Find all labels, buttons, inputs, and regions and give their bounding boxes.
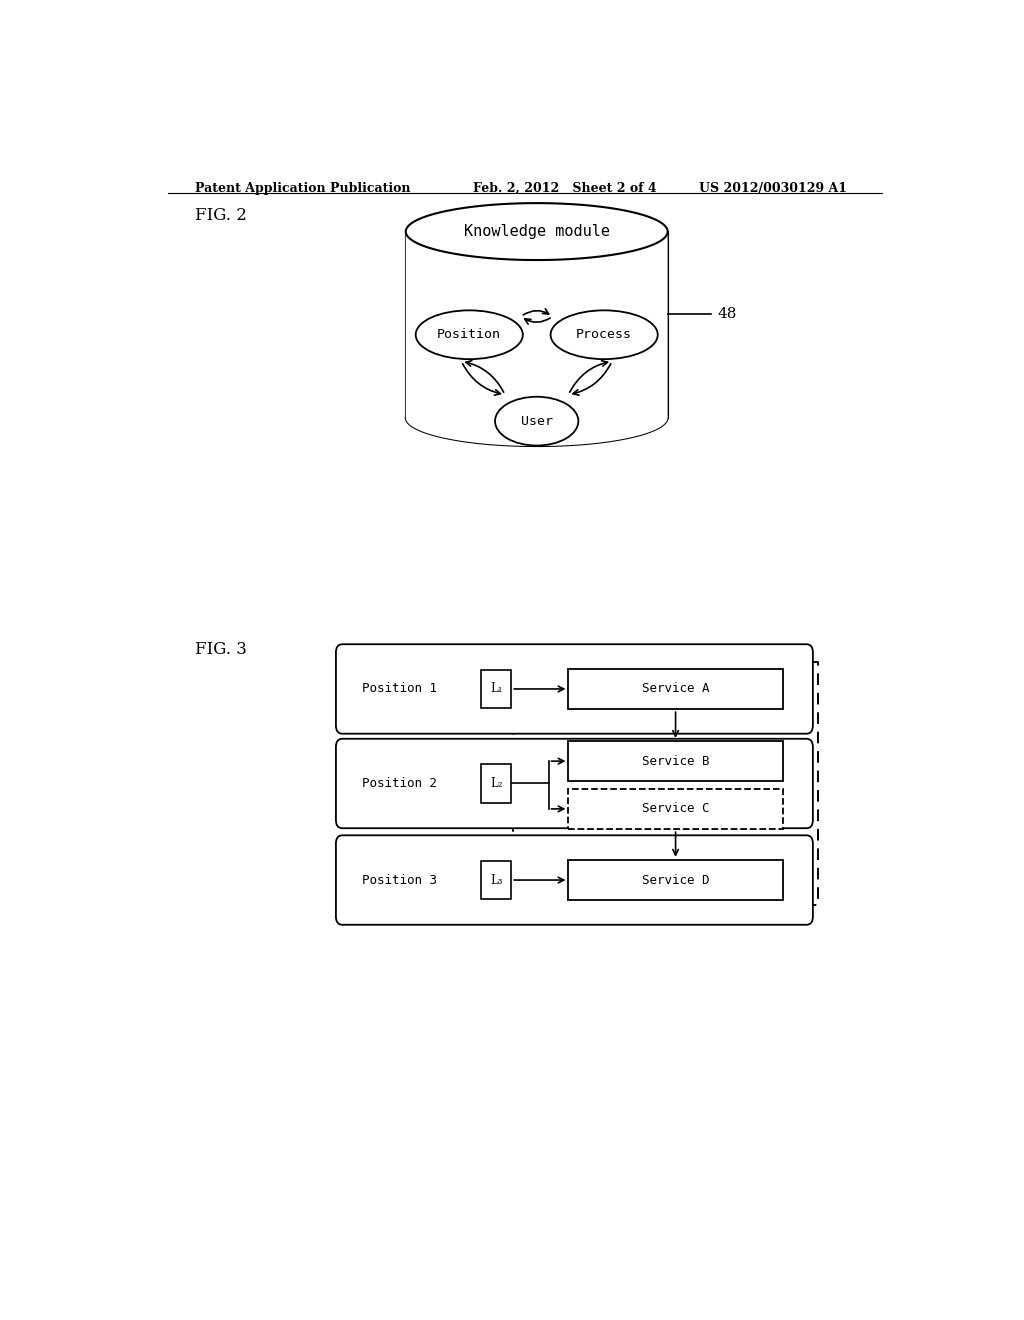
FancyBboxPatch shape bbox=[568, 788, 782, 829]
Text: Service B: Service B bbox=[642, 755, 710, 768]
Text: US 2012/0030129 A1: US 2012/0030129 A1 bbox=[699, 182, 848, 195]
Text: FIG. 2: FIG. 2 bbox=[196, 207, 248, 224]
Text: FIG. 3: FIG. 3 bbox=[196, 642, 248, 659]
Text: Service A: Service A bbox=[642, 682, 710, 696]
FancyBboxPatch shape bbox=[568, 741, 782, 781]
Polygon shape bbox=[406, 203, 668, 446]
Text: Knowledge module: Knowledge module bbox=[464, 224, 609, 239]
Ellipse shape bbox=[416, 310, 523, 359]
FancyBboxPatch shape bbox=[568, 859, 782, 900]
Ellipse shape bbox=[495, 397, 579, 446]
Text: L₂: L₂ bbox=[489, 777, 503, 789]
Text: L₁: L₁ bbox=[489, 682, 503, 696]
Text: 48: 48 bbox=[718, 308, 737, 321]
Text: Position 2: Position 2 bbox=[362, 777, 437, 789]
FancyBboxPatch shape bbox=[481, 669, 511, 709]
Polygon shape bbox=[406, 203, 668, 260]
Text: Position: Position bbox=[437, 329, 502, 342]
Ellipse shape bbox=[551, 310, 657, 359]
Text: Position 1: Position 1 bbox=[362, 682, 437, 696]
Text: Service D: Service D bbox=[642, 874, 710, 887]
FancyBboxPatch shape bbox=[336, 836, 813, 925]
FancyBboxPatch shape bbox=[336, 644, 813, 734]
Text: Process: Process bbox=[577, 329, 632, 342]
Text: L₃: L₃ bbox=[489, 874, 503, 887]
Text: User: User bbox=[520, 414, 553, 428]
FancyBboxPatch shape bbox=[336, 739, 813, 828]
Text: Service C: Service C bbox=[642, 803, 710, 816]
Text: Patent Application Publication: Patent Application Publication bbox=[196, 182, 411, 195]
Text: Feb. 2, 2012   Sheet 2 of 4: Feb. 2, 2012 Sheet 2 of 4 bbox=[473, 182, 656, 195]
FancyBboxPatch shape bbox=[568, 669, 782, 709]
Text: Position 3: Position 3 bbox=[362, 874, 437, 887]
FancyBboxPatch shape bbox=[481, 861, 511, 899]
FancyBboxPatch shape bbox=[481, 764, 511, 803]
